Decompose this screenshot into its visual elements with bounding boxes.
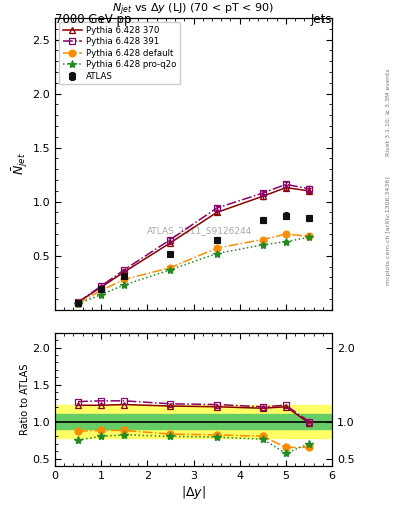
Pythia 6.428 pro-q2o — [284, 239, 288, 245]
Pythia 6.428 391 — [122, 267, 127, 273]
Pythia 6.428 370 — [214, 209, 219, 216]
Pythia 6.428 pro-q2o — [214, 250, 219, 257]
Pythia 6.428 pro-q2o — [99, 291, 104, 297]
Pythia 6.428 370 — [99, 284, 104, 290]
Line: Pythia 6.428 370: Pythia 6.428 370 — [75, 184, 312, 306]
Pythia 6.428 default — [99, 287, 104, 293]
Pythia 6.428 default — [168, 265, 173, 271]
Pythia 6.428 pro-q2o — [168, 267, 173, 273]
Bar — [55, 414, 332, 429]
Legend: Pythia 6.428 370, Pythia 6.428 391, Pythia 6.428 default, Pythia 6.428 pro-q2o, : Pythia 6.428 370, Pythia 6.428 391, Pyth… — [59, 22, 180, 84]
Bar — [55, 406, 332, 438]
Text: Rivet 3.1.10, ≥ 3.3M events: Rivet 3.1.10, ≥ 3.3M events — [386, 69, 391, 157]
Y-axis label: Ratio to ATLAS: Ratio to ATLAS — [20, 364, 29, 435]
Pythia 6.428 pro-q2o — [261, 242, 265, 248]
Text: Jets: Jets — [310, 13, 332, 26]
Pythia 6.428 pro-q2o — [307, 234, 311, 241]
Text: 7000 GeV pp: 7000 GeV pp — [55, 13, 132, 26]
Pythia 6.428 391 — [307, 186, 311, 192]
Pythia 6.428 default — [307, 233, 311, 239]
Pythia 6.428 391 — [214, 205, 219, 211]
Title: $N_{jet}$ vs $\Delta y$ (LJ) (70 < pT < 90): $N_{jet}$ vs $\Delta y$ (LJ) (70 < pT < … — [112, 2, 275, 18]
Pythia 6.428 391 — [261, 190, 265, 196]
Pythia 6.428 pro-q2o — [76, 301, 81, 307]
Pythia 6.428 default — [284, 231, 288, 237]
Text: ATLAS_2011_S9126244: ATLAS_2011_S9126244 — [147, 226, 252, 236]
Pythia 6.428 default — [261, 237, 265, 243]
Pythia 6.428 370 — [76, 299, 81, 305]
Pythia 6.428 370 — [122, 269, 127, 275]
Pythia 6.428 370 — [284, 184, 288, 190]
Y-axis label: $\bar{N}_{jet}$: $\bar{N}_{jet}$ — [10, 153, 29, 175]
Pythia 6.428 370 — [307, 188, 311, 194]
Pythia 6.428 370 — [168, 240, 173, 246]
Pythia 6.428 default — [214, 245, 219, 251]
Line: Pythia 6.428 391: Pythia 6.428 391 — [75, 181, 312, 306]
Text: mcplots.cern.ch [arXiv:1306.3436]: mcplots.cern.ch [arXiv:1306.3436] — [386, 176, 391, 285]
Line: Pythia 6.428 default: Pythia 6.428 default — [75, 230, 312, 307]
Pythia 6.428 391 — [284, 181, 288, 187]
Pythia 6.428 370 — [261, 193, 265, 199]
Pythia 6.428 391 — [76, 299, 81, 305]
Pythia 6.428 391 — [168, 237, 173, 243]
Pythia 6.428 default — [122, 276, 127, 283]
Pythia 6.428 default — [76, 300, 81, 306]
Pythia 6.428 391 — [99, 283, 104, 289]
Pythia 6.428 pro-q2o — [122, 282, 127, 288]
X-axis label: $|\Delta y|$: $|\Delta y|$ — [181, 483, 206, 501]
Line: Pythia 6.428 pro-q2o: Pythia 6.428 pro-q2o — [74, 233, 313, 308]
